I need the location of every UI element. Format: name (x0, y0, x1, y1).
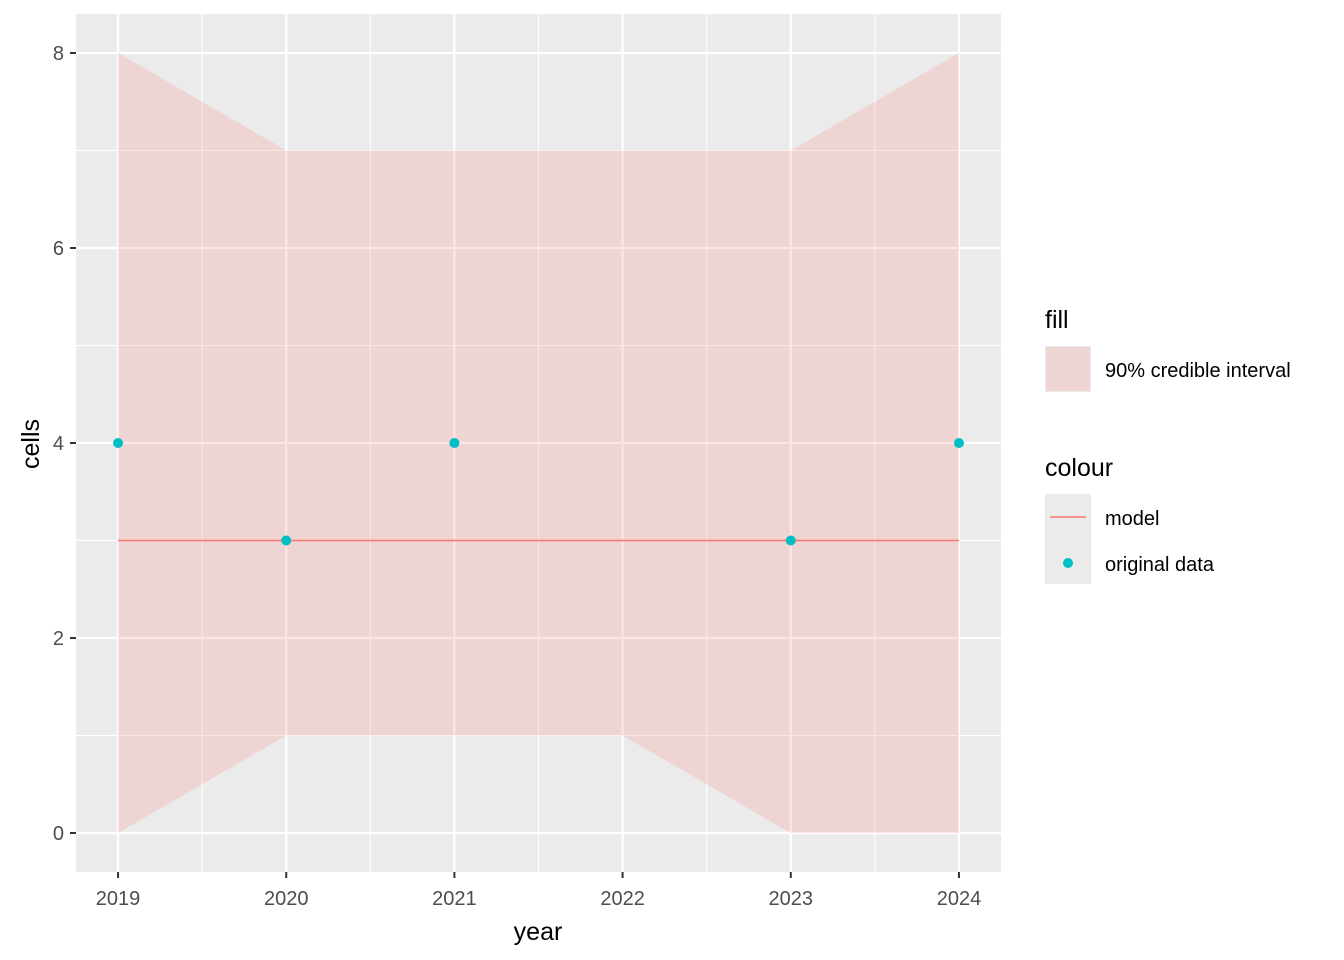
y-tick-label: 8 (53, 43, 64, 65)
x-tick-labels: 2019 2020 2021 2022 2023 2024 (96, 888, 981, 910)
legend-point-label: original data (1105, 554, 1215, 576)
x-tick-label: 2021 (432, 888, 477, 910)
data-point (953, 438, 964, 448)
axis-ticks (70, 52, 960, 878)
data-point (281, 535, 292, 546)
legend: fill 90% credible interval colour model … (1045, 306, 1291, 584)
data-point (113, 438, 124, 448)
y-tick-label: 6 (53, 238, 64, 260)
x-tick-label: 2023 (769, 888, 814, 910)
y-tick-label: 2 (53, 628, 64, 650)
y-tick-labels: 0 2 4 6 8 (53, 43, 64, 845)
legend-colour-title: colour (1045, 454, 1113, 482)
x-tick-label: 2022 (600, 888, 645, 910)
legend-point-key (1063, 558, 1073, 568)
y-tick-label: 0 (53, 823, 64, 845)
x-axis-title: year (514, 918, 563, 946)
legend-fill-title: fill (1045, 306, 1069, 334)
legend-fill-key-bg (1045, 346, 1091, 392)
legend-fill-label: 90% credible interval (1105, 360, 1291, 382)
legend-colour-key-bg (1045, 494, 1091, 584)
legend-fill-key (1046, 347, 1090, 391)
data-point (449, 438, 460, 448)
point-layer (113, 438, 964, 546)
x-tick-label: 2019 (96, 888, 141, 910)
ribbon-layer (118, 53, 959, 833)
y-axis-title: cells (17, 419, 45, 469)
credible-interval-ribbon (118, 53, 959, 833)
x-tick-label: 2020 (264, 888, 309, 910)
legend-line-label: model (1105, 508, 1159, 530)
y-tick-label: 4 (53, 433, 64, 455)
x-tick-label: 2024 (937, 888, 982, 910)
data-point (785, 535, 796, 546)
